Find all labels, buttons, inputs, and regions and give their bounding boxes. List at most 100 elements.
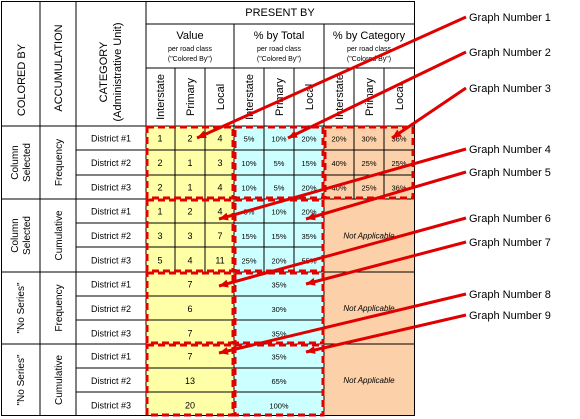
total-pct-cell: 30% <box>271 305 286 314</box>
callout-arrowhead <box>197 130 207 138</box>
total-pct-cell: 10% <box>241 183 256 192</box>
graph-8-box <box>145 343 235 417</box>
category-cell: District #3 <box>91 255 131 265</box>
graph-9-box <box>233 343 325 417</box>
total-pct-cell: 15% <box>241 232 256 241</box>
group-total-sub2: ("Colored By") <box>257 56 301 63</box>
category-cell: District #3 <box>91 400 131 410</box>
value-cell: 11 <box>215 255 224 265</box>
total-pct-cell: 20% <box>301 183 316 192</box>
graph-number-label: Graph Number 1 <box>469 12 551 24</box>
category-pct-cell: 25% <box>361 183 376 192</box>
total-pct-cell: 5% <box>244 208 255 217</box>
accumulation-header: ACCUMULATION <box>53 24 65 111</box>
category-pct-cell: 40% <box>331 183 346 192</box>
road-class-label: Local <box>215 84 227 110</box>
colored-by-label: Column <box>10 218 21 252</box>
present-by-header: PRESENT BY <box>245 7 315 19</box>
total-pct-cell: 15% <box>271 232 286 241</box>
category-header: CATEGORY <box>98 41 110 102</box>
graph-number-label: Graph Number 4 <box>469 144 551 156</box>
callout-arrowhead <box>306 346 316 354</box>
value-cell: 1 <box>187 158 192 168</box>
total-pct-cell: 10% <box>241 159 256 168</box>
group-category-title: % by Category <box>333 30 406 42</box>
value-cell: 1 <box>157 134 162 144</box>
value-cell: 1 <box>187 182 192 192</box>
not-applicable-label: Not Applicable <box>343 232 395 241</box>
colored-by-label: "No Series" <box>16 282 27 333</box>
road-class-label: Primary <box>274 78 286 116</box>
callout-arrow <box>391 86 467 140</box>
total-pct-cell: 5% <box>244 135 255 144</box>
category-cell: District #3 <box>91 182 131 192</box>
graph-number-label: Graph Number 8 <box>469 289 551 301</box>
value-cell: 7 <box>187 328 192 338</box>
callout-arrow <box>305 240 467 286</box>
total-pct-cell: 20% <box>271 256 286 265</box>
category-cell: District #2 <box>91 376 131 386</box>
total-pct-cell: 10% <box>271 208 286 217</box>
accumulation-label: Frequency <box>54 139 65 186</box>
not-applicable-label: Not Applicable <box>343 376 395 385</box>
graph-number-label: Graph Number 6 <box>469 213 551 225</box>
graph-number-label: Graph Number 7 <box>469 237 551 249</box>
group-value-sub2: ("Colored By") <box>168 56 212 63</box>
total-pct-cell: 100% <box>269 401 289 410</box>
category-pct-cell: 36% <box>391 135 406 144</box>
total-pct-cell: 35% <box>271 281 286 290</box>
colored-by-label: Selected <box>22 216 33 255</box>
total-pct-cell: 65% <box>271 377 286 386</box>
callout-arrowhead <box>219 347 229 355</box>
value-cell: 7 <box>217 231 222 241</box>
accumulation-label: Cumulative <box>54 210 65 260</box>
value-cell: 1 <box>157 207 162 217</box>
category-pct-cell: 25% <box>361 159 376 168</box>
total-pct-cell: 35% <box>271 329 286 338</box>
not-applicable-label: Not Applicable <box>343 304 395 313</box>
callout-arrowhead <box>306 277 316 286</box>
value-cell: 13 <box>185 376 195 386</box>
value-cell: 4 <box>217 134 222 144</box>
value-cell: 5 <box>157 255 162 265</box>
total-pct-cell: 5% <box>274 159 285 168</box>
accumulation-label: Cumulative <box>54 355 65 405</box>
value-cell: 2 <box>157 158 162 168</box>
callout-arrowhead <box>219 279 229 288</box>
graph-7-box <box>233 271 325 345</box>
graph-number-label: Graph Number 9 <box>469 310 551 322</box>
group-value-title: Value <box>176 30 203 42</box>
callout-arrowhead <box>288 130 298 138</box>
graph-4-box <box>145 198 235 273</box>
graph-2-box <box>233 125 325 200</box>
callout-arrow <box>218 216 467 288</box>
category-pct-cell: 36% <box>391 183 406 192</box>
category-cell: District #2 <box>91 231 131 241</box>
category-pct-cell: 30% <box>361 135 376 144</box>
graph-6-box <box>145 271 235 345</box>
total-pct-cell: 25% <box>241 256 256 265</box>
category-cell: District #3 <box>91 328 131 338</box>
callout-arrow <box>287 50 467 140</box>
category-bg <box>324 126 414 416</box>
callout-arrow <box>218 147 467 221</box>
total-pct-cell: 10% <box>271 135 286 144</box>
colored-by-label: "No Series" <box>16 354 27 405</box>
road-class-label: Local <box>304 84 316 110</box>
value-cell: 4 <box>217 182 222 192</box>
callout-arrow <box>218 292 467 355</box>
value-cell: 2 <box>187 134 192 144</box>
category-pct-cell: 25% <box>391 159 406 168</box>
callout-arrow <box>305 170 467 221</box>
total-pct-cell: 20% <box>301 135 316 144</box>
group-category-sub1: per road class <box>347 46 391 53</box>
category-cell: District #1 <box>91 134 131 144</box>
colored-by-label: Column <box>10 145 21 179</box>
category-subheader: (Administrative Unit) <box>112 22 124 121</box>
total-pct-cell: 15% <box>301 159 316 168</box>
road-class-label: Local <box>394 84 406 110</box>
value-cell: 3 <box>217 158 222 168</box>
graph-number-label: Graph Number 3 <box>469 83 551 95</box>
category-cell: District #1 <box>91 207 131 217</box>
